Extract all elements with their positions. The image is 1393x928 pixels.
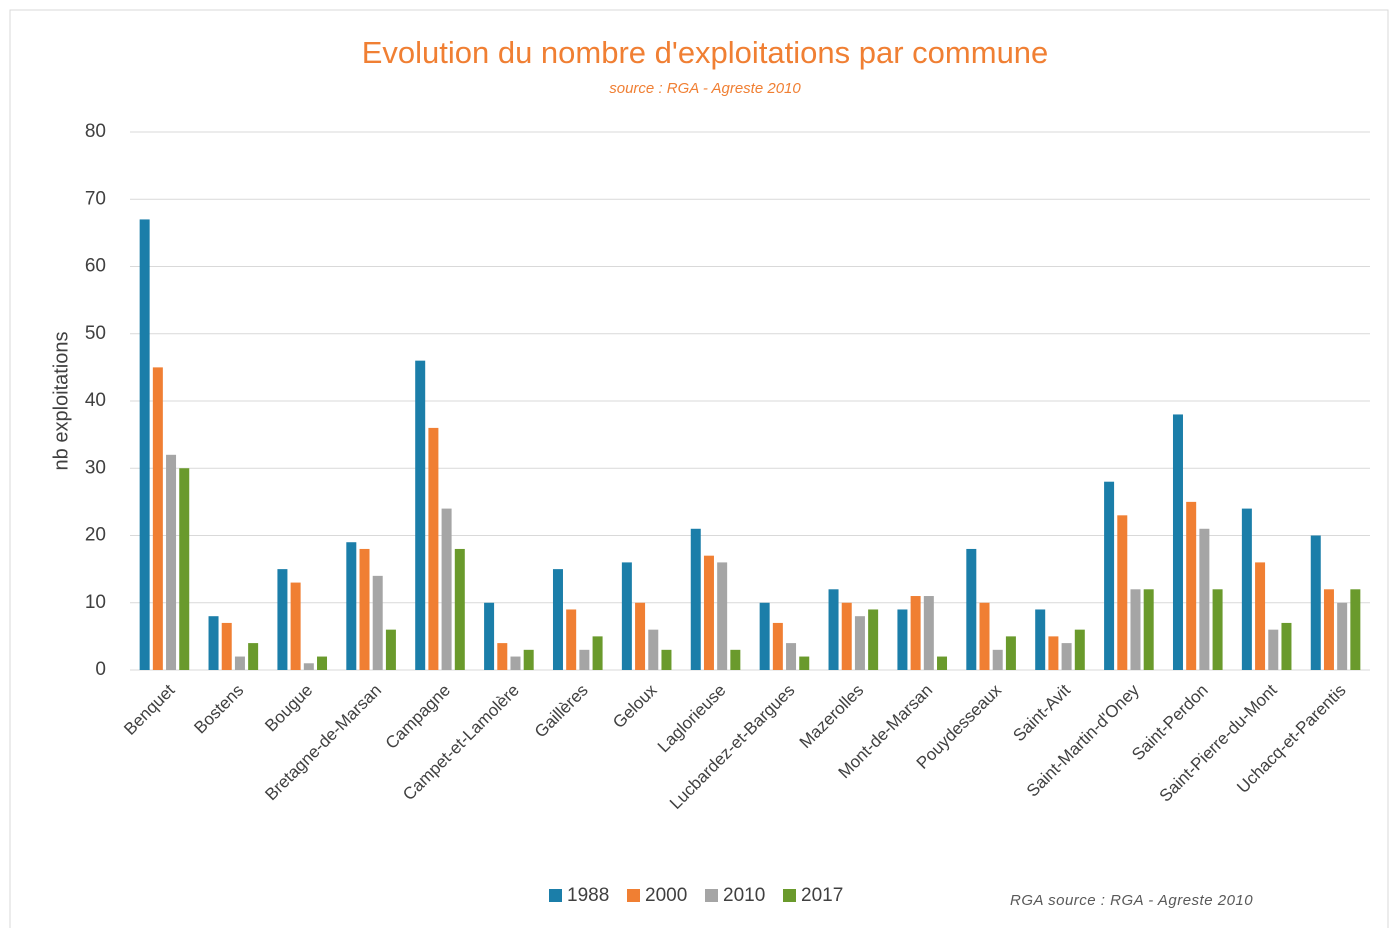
bar: [661, 649, 672, 670]
bar: [772, 622, 783, 670]
legend-swatch: [549, 889, 562, 902]
bar: [621, 562, 632, 670]
bar: [1212, 589, 1223, 670]
legend-label: 2000: [645, 885, 687, 906]
bar: [290, 582, 301, 670]
bar: [828, 589, 839, 670]
footnote: RGA source : RGA - Agreste 2010: [1010, 892, 1253, 909]
legend-label: 1988: [567, 885, 609, 906]
bar: [1104, 481, 1115, 670]
bar: [415, 360, 426, 670]
y-tick-label: 60: [85, 256, 106, 277]
bar: [317, 656, 328, 670]
bar: [937, 656, 948, 670]
legend-label: 2017: [801, 885, 843, 906]
y-axis-label: nb exploitations: [50, 332, 72, 471]
bar: [717, 562, 728, 670]
bar: [592, 636, 603, 670]
bar: [703, 555, 714, 670]
y-tick-label: 40: [85, 390, 106, 411]
bar: [1186, 501, 1197, 670]
chart-subtitle: source : RGA - Agreste 2010: [609, 80, 801, 97]
bar: [1268, 629, 1279, 670]
legend-swatch: [627, 889, 640, 902]
bar: [1061, 643, 1072, 670]
bar: [1281, 622, 1292, 670]
bar: [690, 528, 701, 670]
bar: [497, 643, 508, 670]
bar: [854, 616, 865, 670]
bar: [1130, 589, 1141, 670]
bar: [841, 602, 852, 670]
bar: [799, 656, 810, 670]
bar: [385, 629, 396, 670]
bar: [786, 643, 797, 670]
y-tick-label: 20: [85, 525, 106, 546]
bar: [1350, 589, 1361, 670]
y-tick-label: 80: [85, 121, 106, 142]
bar: [1337, 602, 1348, 670]
bar: [566, 609, 577, 670]
bar: [523, 649, 534, 670]
bar: [454, 548, 465, 670]
bar: [1005, 636, 1016, 670]
bar: [552, 569, 563, 670]
bar: [579, 649, 590, 670]
bar: [234, 656, 245, 670]
y-tick-label: 30: [85, 457, 106, 478]
bar: [1117, 515, 1128, 670]
bar: [1255, 562, 1266, 670]
bar: [910, 596, 921, 670]
bar: [179, 468, 190, 670]
bar: [248, 643, 259, 670]
legend-swatch: [783, 889, 796, 902]
bar: [208, 616, 219, 670]
bar: [992, 649, 1003, 670]
bar: [510, 656, 521, 670]
bar: [1199, 528, 1210, 670]
bar: [1143, 589, 1154, 670]
bar: [1323, 589, 1334, 670]
bar: [966, 548, 977, 670]
chart-title: Evolution du nombre d'exploitations par …: [362, 35, 1049, 70]
y-tick-label: 0: [95, 659, 106, 680]
bar: [303, 663, 314, 670]
legend-label: 2010: [723, 885, 765, 906]
bar: [277, 569, 288, 670]
bar: [1172, 414, 1183, 670]
y-tick-label: 70: [85, 188, 106, 209]
bar: [648, 629, 659, 670]
bar: [1241, 508, 1252, 670]
bar: [1048, 636, 1059, 670]
bar: [166, 454, 177, 670]
y-tick-label: 50: [85, 323, 106, 344]
bar: [221, 622, 232, 670]
bar: [346, 542, 357, 670]
bar: [139, 219, 150, 671]
legend-swatch: [705, 889, 718, 902]
bar: [484, 602, 495, 670]
bar: [152, 367, 163, 670]
bar: [1035, 609, 1046, 670]
bar: [897, 609, 908, 670]
bar: [868, 609, 879, 670]
bar: [730, 649, 741, 670]
bar: [1310, 535, 1321, 670]
bar: [635, 602, 646, 670]
bar: [1074, 629, 1085, 670]
bar: [923, 596, 934, 670]
bar: [428, 427, 439, 670]
bar: [359, 548, 370, 670]
bar: [372, 575, 383, 670]
bar: [979, 602, 990, 670]
bar: [441, 508, 452, 670]
chart-border: [9, 9, 1389, 928]
bar: [759, 602, 770, 670]
y-tick-label: 10: [85, 592, 106, 613]
